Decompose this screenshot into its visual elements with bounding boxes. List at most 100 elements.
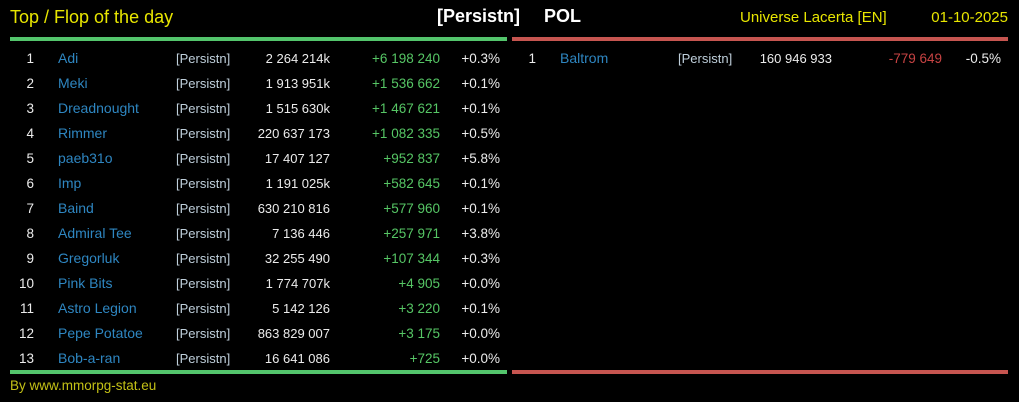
alliance-tag-cell: [Persistn] <box>176 51 231 66</box>
player-name-link[interactable]: Pink Bits <box>58 275 113 291</box>
points-value-cell: 32 255 490 <box>264 251 330 266</box>
universe-label: Universe Lacerta [EN] <box>740 9 887 26</box>
player-name-link[interactable]: Adi <box>58 50 79 66</box>
points-value-cell: 17 407 127 <box>264 151 330 166</box>
points-value-cell: 16 641 086 <box>264 351 330 366</box>
table-row: 7 Baind [Persistn] 630 210 816 +577 960 … <box>10 196 507 221</box>
table-row: 11 Astro Legion [Persistn] 5 142 126 +3 … <box>10 296 507 321</box>
player-name-link[interactable]: paeb31o <box>58 150 113 166</box>
flop-table-footer-rule <box>512 370 1008 374</box>
player-name-link[interactable]: Pepe Potatoe <box>58 325 143 341</box>
alliance-tag-cell: [Persistn] <box>176 151 231 166</box>
change-percent-cell: +0.1% <box>461 201 500 216</box>
page-title: Top / Flop of the day <box>10 7 174 27</box>
table-row: 13 Bob-a-ran [Persistn] 16 641 086 +725 … <box>10 346 507 371</box>
change-percent-cell: +0.1% <box>461 301 500 316</box>
points-change-cell: +952 837 <box>383 151 440 166</box>
change-percent-cell: +5.8% <box>461 151 500 166</box>
rank-cell: 4 <box>26 126 34 141</box>
site-credit-link[interactable]: By www.mmorpg-stat.eu <box>10 378 157 393</box>
table-row: 10 Pink Bits [Persistn] 1 774 707k +4 90… <box>10 271 507 296</box>
player-name-link[interactable]: Dreadnought <box>58 100 139 116</box>
change-percent-cell: +0.0% <box>461 276 500 291</box>
date-label: 01-10-2025 <box>931 9 1008 26</box>
points-value-cell: 1 515 630k <box>265 101 330 116</box>
alliance-tag-cell: [Persistn] <box>176 251 231 266</box>
points-value-cell: 863 829 007 <box>257 326 330 341</box>
rank-cell: 5 <box>26 151 34 166</box>
player-name-link[interactable]: Rimmer <box>58 125 107 141</box>
top-table-header-rule <box>10 37 507 41</box>
rank-cell: 9 <box>26 251 34 266</box>
rank-cell: 6 <box>26 176 34 191</box>
rank-cell: 10 <box>18 276 34 291</box>
change-percent-cell: +0.1% <box>461 76 500 91</box>
points-value-cell: 1 774 707k <box>265 276 330 291</box>
player-name-link[interactable]: Admiral Tee <box>58 225 132 241</box>
change-percent-cell: +0.3% <box>461 51 500 66</box>
player-name-link[interactable]: Baltrom <box>560 50 609 66</box>
change-percent-cell: +0.5% <box>461 126 500 141</box>
table-row: 3 Dreadnought [Persistn] 1 515 630k +1 4… <box>10 96 507 121</box>
points-change-cell: +1 467 621 <box>372 101 440 116</box>
points-value-cell: 1 191 025k <box>265 176 330 191</box>
points-value-cell: 1 913 951k <box>265 76 330 91</box>
rank-cell: 2 <box>26 76 34 91</box>
points-value-cell: 2 264 214k <box>265 51 330 66</box>
points-change-cell: -779 649 <box>888 51 942 66</box>
points-change-cell: +107 344 <box>383 251 440 266</box>
alliance-tag-cell: [Persistn] <box>176 351 231 366</box>
points-change-cell: +582 645 <box>383 176 440 191</box>
rank-cell: 13 <box>18 351 34 366</box>
top-table: 1 Adi [Persistn] 2 264 214k +6 198 240 +… <box>10 46 507 371</box>
player-name-link[interactable]: Gregorluk <box>58 250 120 266</box>
table-row: 8 Admiral Tee [Persistn] 7 136 446 +257 … <box>10 221 507 246</box>
top-table-footer-rule <box>10 370 507 374</box>
points-value-cell: 5 142 126 <box>272 301 330 316</box>
table-row: 9 Gregorluk [Persistn] 32 255 490 +107 3… <box>10 246 507 271</box>
points-change-cell: +1 082 335 <box>372 126 440 141</box>
points-change-cell: +3 175 <box>398 326 440 341</box>
points-value-cell: 7 136 446 <box>272 226 330 241</box>
alliance-tag-cell: [Persistn] <box>176 101 231 116</box>
change-percent-cell: -0.5% <box>965 51 1001 66</box>
rank-cell: 1 <box>528 51 536 66</box>
alliance-tag-cell: [Persistn] <box>176 176 231 191</box>
points-change-cell: +725 <box>409 351 440 366</box>
flop-table-header-rule <box>512 37 1008 41</box>
player-name-link[interactable]: Imp <box>58 175 82 191</box>
table-row: 6 Imp [Persistn] 1 191 025k +582 645 +0.… <box>10 171 507 196</box>
alliance-tag-cell: [Persistn] <box>176 76 231 91</box>
points-change-cell: +1 536 662 <box>372 76 440 91</box>
rank-cell: 12 <box>18 326 34 341</box>
alliance-tag-cell: [Persistn] <box>176 201 231 216</box>
country-label: POL <box>544 6 582 26</box>
player-name-link[interactable]: Astro Legion <box>58 300 137 316</box>
table-row: 5 paeb31o [Persistn] 17 407 127 +952 837… <box>10 146 507 171</box>
table-row: 1 Baltrom [Persistn] 160 946 933 -779 64… <box>512 46 1008 71</box>
change-percent-cell: +3.8% <box>461 226 500 241</box>
player-name-link[interactable]: Bob-a-ran <box>58 350 121 366</box>
alliance-tag-cell: [Persistn] <box>678 51 733 66</box>
alliance-tag-cell: [Persistn] <box>176 276 231 291</box>
alliance-tag-header: [Persistn] <box>437 6 521 26</box>
rank-cell: 7 <box>26 201 34 216</box>
points-change-cell: +577 960 <box>383 201 440 216</box>
table-row: 1 Adi [Persistn] 2 264 214k +6 198 240 +… <box>10 46 507 71</box>
player-name-link[interactable]: Meki <box>58 75 88 91</box>
points-change-cell: +257 971 <box>383 226 440 241</box>
points-change-cell: +6 198 240 <box>372 51 440 66</box>
change-percent-cell: +0.1% <box>461 176 500 191</box>
alliance-tag-cell: [Persistn] <box>176 301 231 316</box>
change-percent-cell: +0.3% <box>461 251 500 266</box>
points-change-cell: +4 905 <box>398 276 440 291</box>
rank-cell: 3 <box>26 101 34 116</box>
points-value-cell: 160 946 933 <box>759 51 832 66</box>
player-name-link[interactable]: Baind <box>58 200 94 216</box>
points-change-cell: +3 220 <box>398 301 440 316</box>
points-value-cell: 220 637 173 <box>257 126 330 141</box>
rank-cell: 11 <box>19 301 34 316</box>
alliance-tag-cell: [Persistn] <box>176 126 231 141</box>
table-row: 12 Pepe Potatoe [Persistn] 863 829 007 +… <box>10 321 507 346</box>
flop-table: 1 Baltrom [Persistn] 160 946 933 -779 64… <box>512 46 1008 71</box>
